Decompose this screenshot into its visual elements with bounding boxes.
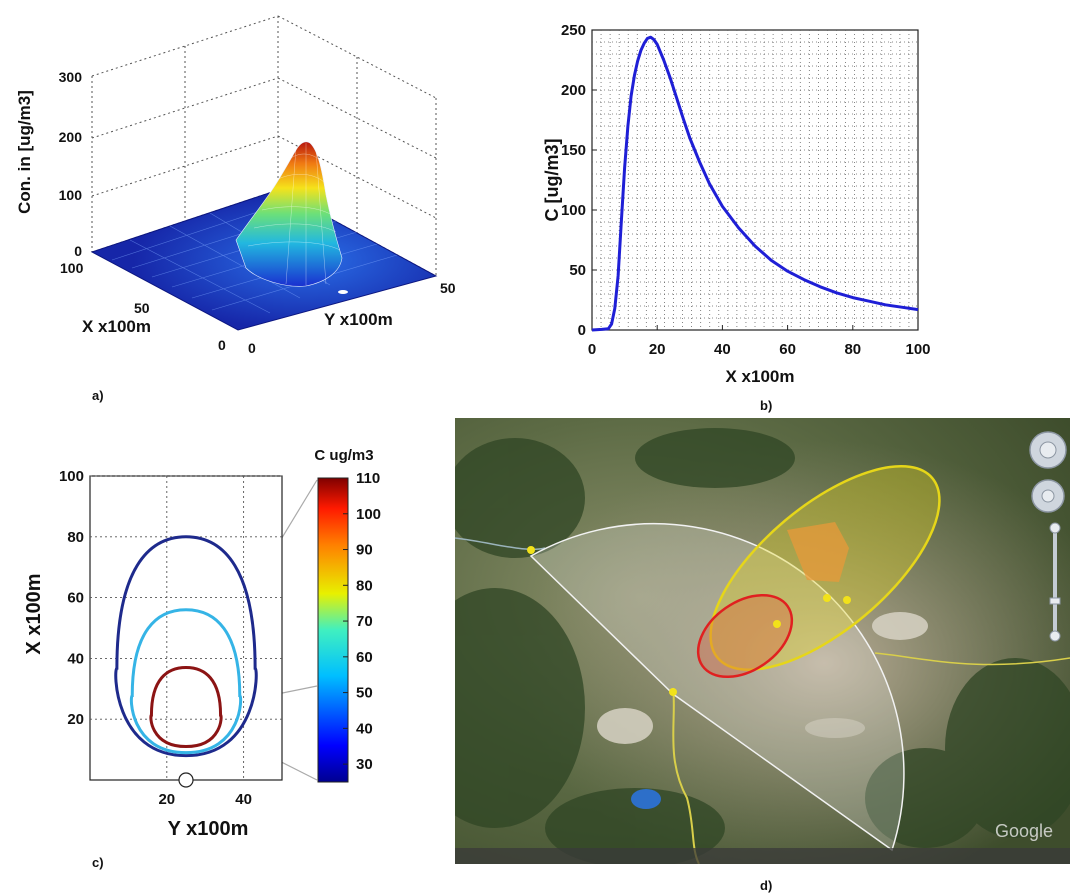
c-y-tick-label: 100 [59,468,84,485]
x-tick-0: 0 [218,337,226,353]
colorbar-title: C ug/m3 [314,447,373,464]
b-x-tick-label: 20 [649,341,666,358]
c-source-marker [178,772,194,788]
b-x-tick-label: 0 [588,341,596,358]
map-light-patches [597,612,928,744]
map-road [672,687,700,865]
google-logo: Google [995,821,1053,841]
c-plot-area [89,475,283,781]
colorbar [317,477,349,783]
map-zoom-slider[interactable] [1049,522,1061,642]
map-road-east [874,652,1070,666]
c-contour-30 [114,535,258,758]
c-contour-50 [129,608,243,755]
colorbar-tick-label: 40 [356,720,373,737]
c-y-tick-label: 60 [67,590,84,607]
x-tick-50: 50 [134,300,150,316]
panel-b-line-plot: C [ug/m3] X x100m 0 20 40 60 80 100 0 50 100 150 2… [510,0,1050,410]
b-y-tick-label: 150 [561,142,586,159]
c-contour-110 [149,666,223,749]
b-series-line [591,35,919,332]
satellite-map-svg: Google [405,418,1070,868]
c-y-tick-label: 80 [67,529,84,546]
map-lake [631,789,661,809]
colorbar-tick-label: 100 [356,506,381,523]
c-y-axis-title: X x100m [23,573,45,654]
b-y-tick-label: 50 [569,262,586,279]
surface-peak-mesh [247,143,341,286]
label-d: d) [760,878,773,893]
x-tick-100: 100 [60,260,84,276]
map-nav-control[interactable] [1029,431,1067,469]
label-c: c) [92,855,104,870]
z-tick-0: 0 [74,243,82,259]
panel-c-contour-plot: X x100m Y x100m C ug/m3 20 40 20 40 60 80 100 3… [0,440,440,860]
b-y-axis-title: C [ug/m3] [542,139,562,222]
b-x-tick-label: 100 [905,341,930,358]
y-axis-title: Y x100m [324,310,393,329]
c-x-axis-title: Y x100m [168,818,249,840]
map-look-control[interactable] [1031,479,1065,513]
b-y-tick-label: 250 [561,22,586,39]
colorbar-tick-label: 60 [356,649,373,666]
contour-plot-svg: X x100m Y x100m C ug/m3 20 40 20 40 60 80 100 3… [23,447,381,840]
c-grid [90,475,282,780]
c-y-tick-label: 40 [67,650,84,667]
x-axis-title: X x100m [82,317,151,336]
y-tick-0: 0 [248,340,256,356]
z-tick-200: 200 [59,129,83,145]
surface-plot-svg: 300 200 100 0 100 50 0 0 50 Con. in [ug/… [15,15,456,356]
label-a: a) [92,388,104,403]
map-status-bar [455,848,1070,864]
colorbar-tick-label: 110 [356,470,380,487]
surface-box-grid [91,15,437,277]
z-tick-100: 100 [59,187,83,203]
zone-orange-fill [787,522,849,582]
colorbar-tick-label: 80 [356,577,373,594]
b-x-tick-label: 60 [779,341,796,358]
surface-source-marker [338,290,348,294]
label-b: b) [760,398,773,413]
c-x-tick-label: 40 [235,791,252,808]
map-markers [527,546,851,696]
z-tick-300: 300 [59,69,83,85]
zone-red [696,593,794,679]
colorbar-tick-label: 30 [356,756,373,773]
line-plot-svg: C [ug/m3] X x100m 0 20 40 60 80 100 0 50 100 150 2… [542,22,931,386]
b-x-tick-label: 40 [714,341,731,358]
colorbar-tick-label: 50 [356,685,373,702]
map-river [454,537,546,551]
c-y-tick-label: 20 [67,711,84,728]
c-x-tick-label: 20 [158,791,175,808]
b-y-tick-label: 100 [561,202,586,219]
b-x-tick-label: 80 [844,341,861,358]
b-y-tick-label: 0 [578,322,586,339]
panel-a-surface-plot: 300 200 100 0 100 50 0 0 50 Con. in [ug/… [0,0,480,380]
b-y-tick-label: 200 [561,82,586,99]
colorbar-tick-label: 70 [356,613,373,630]
y-tick-50: 50 [440,280,456,296]
b-x-axis-title: X x100m [726,367,795,386]
panel-d-satellite-map: Google [405,418,1070,868]
colorbar-tick-label: 90 [356,542,373,559]
b-plot-area [591,29,919,331]
z-axis-title: Con. in [ug/m3] [15,90,34,214]
